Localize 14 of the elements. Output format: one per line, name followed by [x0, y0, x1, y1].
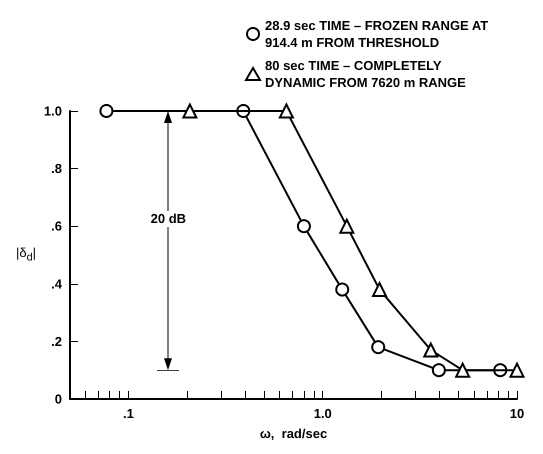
annotation: 20 dB [143, 210, 194, 227]
x-axis-title: ω, rad/sec [260, 426, 328, 441]
y-tick-label: .2 [51, 334, 62, 349]
y-tick-label: .8 [51, 161, 62, 176]
y-tick-label: .4 [51, 276, 63, 292]
y-tick-label: 1.0 [44, 104, 62, 118]
x-tick-label: 10 [510, 406, 524, 421]
legend-label: 28.9 sec TIME – FROZEN RANGE AT 914.4 m FROM THRESHOLD [265, 18, 492, 50]
legend-label: 80 sec TIME – COMPLETELY DYNAMIC FROM 7620 m RANGE [265, 58, 466, 90]
x-tick-label: .1 [123, 406, 134, 421]
x-tick-label: 1.0 [314, 406, 332, 421]
y-axis-title: |δ$_{d}$| [16, 245, 36, 266]
y-tick-label: .6 [51, 218, 62, 234]
y-tick-label: 0 [54, 392, 62, 406]
